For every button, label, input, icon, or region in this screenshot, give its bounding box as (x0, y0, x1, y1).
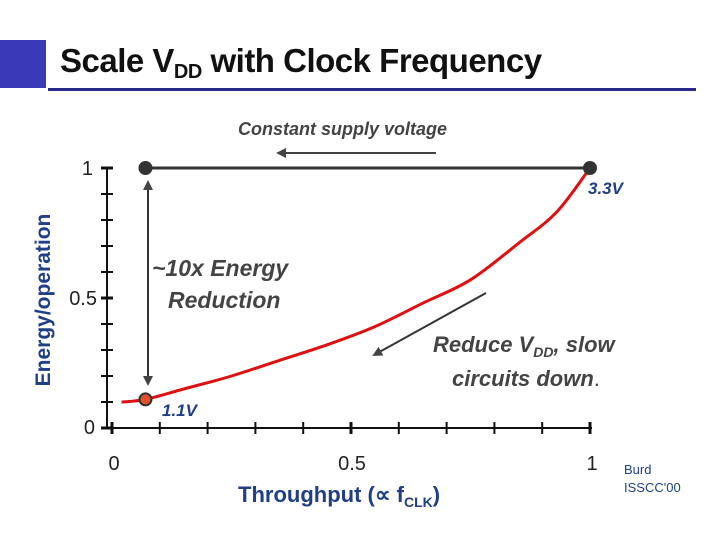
x-tick-label: 0.5 (338, 453, 366, 475)
reduce-vdd-arrow (372, 292, 487, 356)
title-underline (48, 88, 696, 91)
point-1v1 (138, 392, 153, 407)
point-3v3 (583, 161, 597, 175)
x-tick-label: 1 (586, 453, 597, 475)
credit-author: Burd (624, 462, 652, 477)
y-tick-label: 1 (82, 158, 93, 180)
scaled-voltage-curve (121, 167, 592, 404)
constant-supply-label: Constant supply voltage (238, 119, 447, 139)
y-tick-label: 0.5 (69, 288, 97, 310)
reduce-vdd-label: circuits down. (452, 366, 600, 391)
constant-start-point (138, 161, 153, 175)
credit-venue: ISSCC'00 (624, 480, 681, 495)
energy-reduction-label: ~10x Energy (152, 255, 289, 281)
slide-title: Scale VDD with Clock Frequency (60, 42, 542, 83)
y-axis-label: Energy/operation (32, 214, 55, 387)
x-tick-label: 0 (108, 453, 119, 475)
title-accent-square (0, 40, 46, 88)
reduce-vdd-label: Reduce VDD, slow (433, 332, 617, 360)
y-tick-label: 0 (84, 417, 95, 439)
x-axis-label: Throughput (∝ fCLK) (238, 482, 440, 510)
point-label-1v1: 1.1V (162, 401, 199, 420)
energy-reduction-label: Reduction (168, 287, 280, 313)
point-label-3v3: 3.3V (588, 179, 625, 198)
